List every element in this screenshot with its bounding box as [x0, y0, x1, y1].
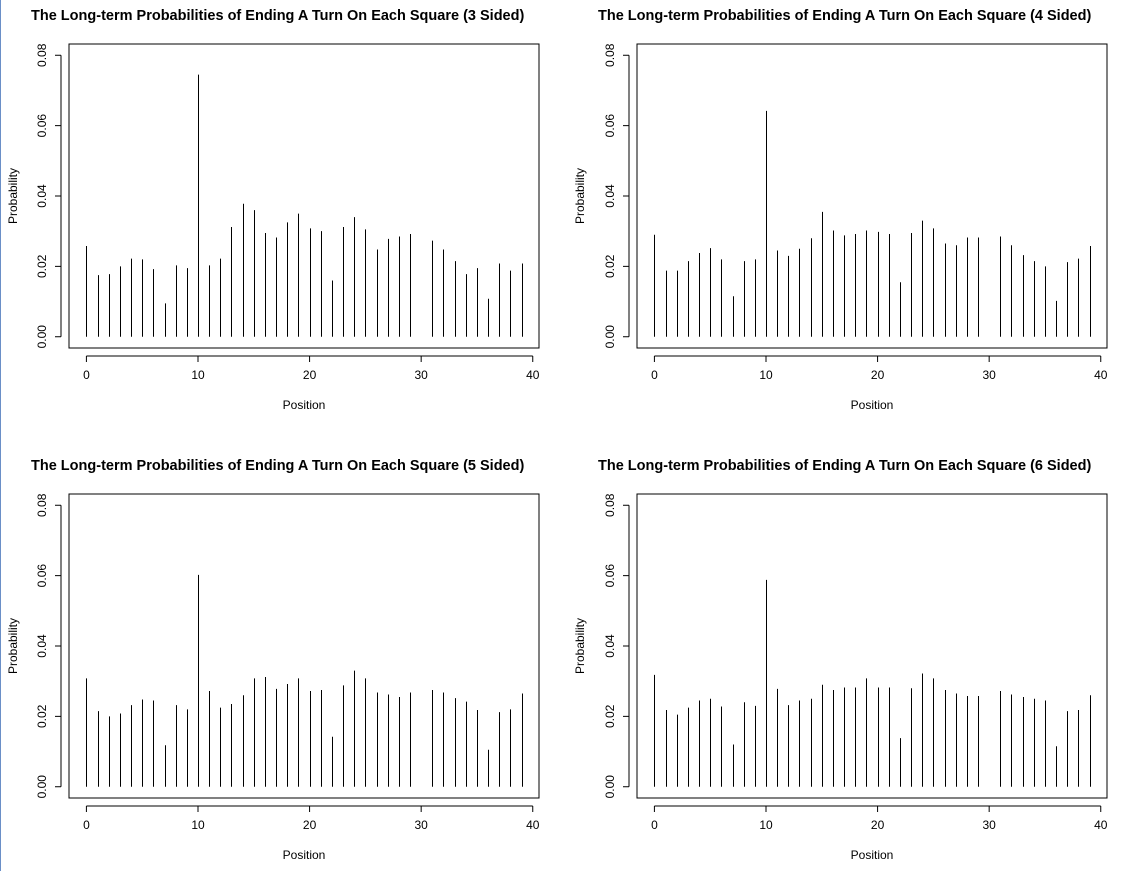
x-tick-label: 10 [759, 368, 773, 382]
chart-panel-1: The Long-term Probabilities of Ending A … [6, 8, 540, 412]
x-tick-label: 0 [651, 818, 658, 832]
y-tick-label: 0.06 [603, 114, 617, 138]
x-tick-label: 10 [759, 818, 773, 832]
chart-title: The Long-term Probabilities of Ending A … [598, 458, 1091, 474]
y-tick-label: 0.00 [603, 775, 617, 799]
x-tick-label: 40 [1094, 368, 1108, 382]
y-axis-label: Probability [6, 618, 20, 674]
chart-title: The Long-term Probabilities of Ending A … [31, 458, 524, 474]
y-axis-label: Probability [573, 168, 587, 224]
x-axis-label: Position [283, 398, 326, 412]
x-tick-label: 40 [526, 368, 540, 382]
y-tick-label: 0.02 [603, 254, 617, 278]
x-tick-label: 20 [303, 818, 317, 832]
chart-title: The Long-term Probabilities of Ending A … [598, 8, 1091, 24]
y-tick-label: 0.02 [35, 704, 49, 728]
y-tick-label: 0.06 [35, 114, 49, 138]
plot-box [68, 493, 540, 799]
y-tick-label: 0.08 [603, 43, 617, 67]
y-tick-label: 0.08 [35, 43, 49, 67]
x-axis-label: Position [851, 398, 894, 412]
x-tick-label: 30 [414, 818, 428, 832]
x-tick-label: 30 [982, 368, 996, 382]
y-tick-label: 0.02 [35, 254, 49, 278]
x-tick-label: 0 [651, 368, 658, 382]
x-tick-label: 0 [83, 368, 90, 382]
x-tick-label: 20 [871, 368, 885, 382]
plot-box [636, 43, 1108, 349]
y-tick-label: 0.08 [35, 493, 49, 517]
x-tick-label: 30 [414, 368, 428, 382]
y-tick-label: 0.04 [603, 634, 617, 658]
y-tick-label: 0.02 [603, 704, 617, 728]
x-tick-label: 30 [982, 818, 996, 832]
y-axis-label: Probability [6, 168, 20, 224]
y-tick-label: 0.00 [603, 325, 617, 349]
chart-panel-3: The Long-term Probabilities of Ending A … [6, 458, 540, 862]
x-tick-label: 40 [1094, 818, 1108, 832]
x-axis-label: Position [851, 848, 894, 862]
y-tick-label: 0.04 [603, 184, 617, 208]
y-tick-label: 0.04 [35, 634, 49, 658]
x-tick-label: 0 [83, 818, 90, 832]
x-tick-label: 40 [526, 818, 540, 832]
plot-box [636, 493, 1108, 799]
x-tick-label: 10 [191, 368, 205, 382]
y-axis-label: Probability [573, 618, 587, 674]
y-tick-label: 0.00 [35, 325, 49, 349]
chart-title: The Long-term Probabilities of Ending A … [31, 8, 524, 24]
y-tick-label: 0.08 [603, 493, 617, 517]
plot-box [68, 43, 540, 349]
y-tick-label: 0.06 [35, 564, 49, 588]
x-axis-label: Position [283, 848, 326, 862]
y-tick-label: 0.00 [35, 775, 49, 799]
x-tick-label: 20 [871, 818, 885, 832]
chart-panel-4: The Long-term Probabilities of Ending A … [573, 458, 1108, 862]
chart-panel-2: The Long-term Probabilities of Ending A … [573, 8, 1108, 412]
x-tick-label: 10 [191, 818, 205, 832]
x-tick-label: 20 [303, 368, 317, 382]
y-tick-label: 0.04 [35, 184, 49, 208]
y-tick-label: 0.06 [603, 564, 617, 588]
